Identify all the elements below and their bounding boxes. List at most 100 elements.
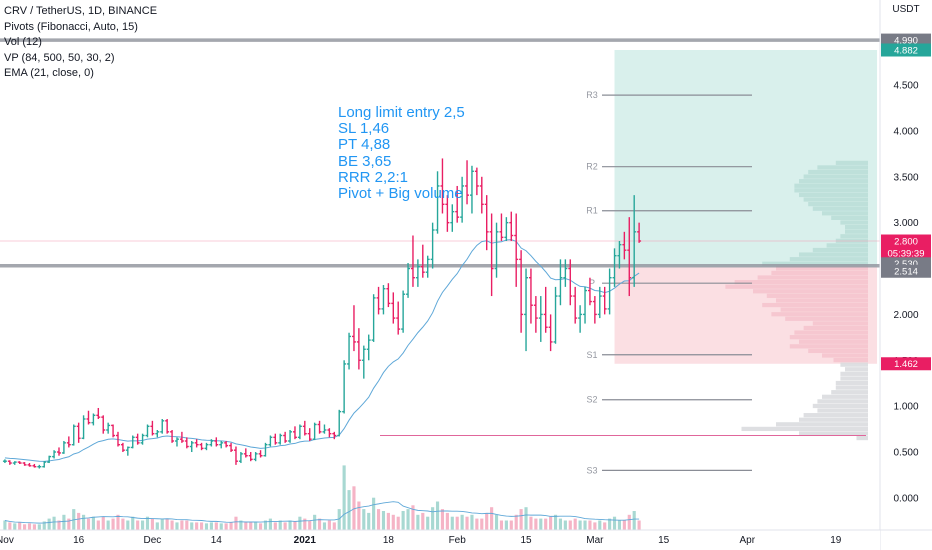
candle[interactable]: [145, 424, 150, 438]
candle[interactable]: [258, 450, 263, 458]
candle[interactable]: [12, 461, 17, 465]
price-badge[interactable]: [881, 43, 931, 57]
candle[interactable]: [415, 259, 420, 287]
candle[interactable]: [484, 195, 489, 251]
candle[interactable]: [238, 452, 243, 464]
candle[interactable]: [155, 430, 160, 438]
candle[interactable]: [2, 459, 7, 464]
candle[interactable]: [376, 286, 381, 315]
candle[interactable]: [553, 286, 558, 344]
price-badge[interactable]: [881, 264, 931, 278]
candle[interactable]: [96, 407, 101, 419]
candle[interactable]: [278, 433, 283, 445]
candle[interactable]: [194, 439, 199, 448]
candle[interactable]: [396, 301, 401, 335]
candle[interactable]: [253, 452, 258, 462]
candle[interactable]: [489, 213, 494, 297]
candle[interactable]: [430, 222, 435, 269]
candle[interactable]: [504, 217, 509, 242]
candle[interactable]: [435, 171, 440, 234]
candle[interactable]: [297, 424, 302, 440]
candle[interactable]: [57, 447, 61, 456]
candle[interactable]: [391, 292, 396, 324]
candle[interactable]: [440, 158, 445, 214]
candle[interactable]: [130, 435, 135, 449]
candle[interactable]: [548, 314, 553, 352]
candle[interactable]: [66, 436, 71, 448]
candle[interactable]: [494, 222, 499, 278]
candle[interactable]: [111, 424, 116, 438]
candle[interactable]: [234, 446, 238, 465]
time-axis[interactable]: [0, 530, 880, 550]
candle[interactable]: [32, 463, 37, 468]
candle[interactable]: [519, 250, 524, 333]
candle[interactable]: [617, 241, 622, 269]
candle[interactable]: [184, 437, 189, 449]
candle[interactable]: [263, 442, 268, 457]
candle[interactable]: [474, 167, 479, 196]
candle[interactable]: [425, 255, 430, 278]
candle[interactable]: [386, 283, 391, 308]
candle[interactable]: [602, 286, 607, 315]
price-badge[interactable]: [881, 234, 931, 248]
candle[interactable]: [524, 268, 528, 352]
candle[interactable]: [499, 213, 504, 242]
candle[interactable]: [573, 286, 578, 324]
candle[interactable]: [7, 460, 12, 465]
candle[interactable]: [116, 431, 120, 447]
candle[interactable]: [381, 285, 386, 315]
candle[interactable]: [219, 441, 224, 449]
candle[interactable]: [347, 332, 352, 370]
candle[interactable]: [165, 418, 170, 434]
candle[interactable]: [479, 176, 484, 214]
candle[interactable]: [568, 259, 573, 306]
candle[interactable]: [342, 360, 347, 414]
candle[interactable]: [543, 286, 548, 333]
candle[interactable]: [71, 424, 76, 446]
candle[interactable]: [209, 439, 214, 447]
candle[interactable]: [406, 263, 411, 298]
candle[interactable]: [179, 431, 184, 443]
candle[interactable]: [337, 409, 342, 437]
candle[interactable]: [563, 259, 568, 287]
candle[interactable]: [509, 211, 514, 242]
legend-vp[interactable]: VP (84, 500, 50, 30, 2): [4, 51, 115, 64]
candle[interactable]: [371, 294, 376, 342]
legend-ema[interactable]: EMA (21, close, 0): [4, 67, 94, 79]
candle[interactable]: [558, 259, 563, 306]
candle[interactable]: [514, 213, 519, 287]
candle[interactable]: [607, 268, 612, 315]
candle[interactable]: [612, 248, 617, 287]
candle[interactable]: [450, 204, 455, 232]
candle[interactable]: [460, 176, 465, 223]
candle[interactable]: [199, 442, 204, 451]
candle[interactable]: [302, 420, 307, 436]
candle[interactable]: [455, 185, 460, 223]
candle[interactable]: [401, 290, 406, 333]
candle[interactable]: [150, 420, 155, 436]
candle[interactable]: [578, 305, 583, 333]
candle[interactable]: [366, 334, 371, 361]
candle[interactable]: [214, 437, 219, 447]
legend-pivots[interactable]: Pivots (Fibonacci, Auto, 15): [4, 20, 138, 33]
price-badge[interactable]: [881, 33, 931, 47]
candle[interactable]: [204, 442, 209, 451]
candle[interactable]: [283, 431, 288, 443]
legend-vol[interactable]: Vol (12): [4, 36, 42, 48]
candle[interactable]: [293, 426, 297, 440]
candle[interactable]: [587, 277, 592, 306]
candle[interactable]: [361, 345, 366, 379]
candle[interactable]: [91, 413, 96, 426]
price-badge[interactable]: [881, 357, 931, 371]
candle[interactable]: [135, 433, 140, 445]
candle[interactable]: [101, 415, 106, 434]
trade-note[interactable]: Long limit entry 2,5 SL 1,46 PT 4,88 BE …: [338, 104, 465, 202]
candle[interactable]: [420, 244, 425, 278]
candle[interactable]: [125, 446, 130, 456]
candle[interactable]: [229, 442, 234, 453]
candle[interactable]: [356, 328, 361, 370]
candle[interactable]: [465, 160, 470, 205]
candle[interactable]: [352, 305, 356, 352]
candle[interactable]: [81, 415, 86, 440]
